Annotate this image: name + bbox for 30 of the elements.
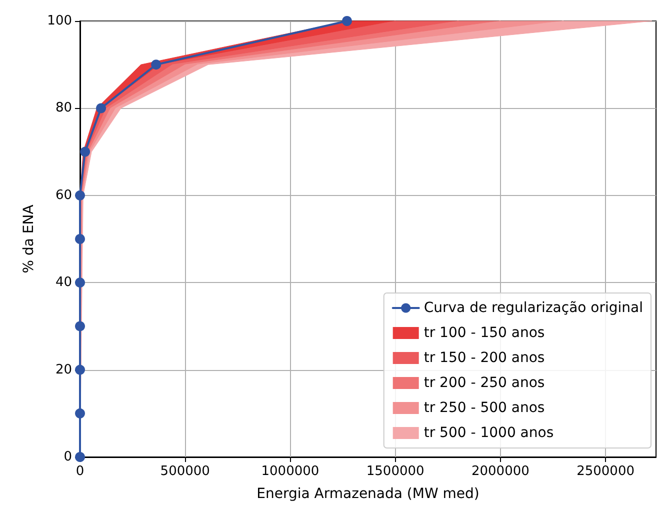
legend-label: tr 500 - 1000 anos: [424, 425, 554, 441]
x-tick-label: 1000000: [261, 464, 320, 479]
y-tick-label: 100: [47, 14, 72, 28]
point: [75, 190, 85, 200]
legend-label: tr 150 - 200 anos: [424, 350, 545, 366]
y-tick-label: 60: [55, 188, 72, 203]
legend-label: Curva de regularização original: [424, 300, 644, 316]
x-axis-title: Energia Armazenada (MW med): [256, 486, 480, 502]
point: [75, 408, 85, 418]
x-tick-label: 2000000: [471, 464, 530, 479]
x-tick-label: 2500000: [576, 464, 634, 479]
legend-label: tr 250 - 500 anos: [424, 400, 545, 416]
y-tick-label: 80: [55, 100, 72, 116]
y-axis-title: % da ENA: [21, 204, 37, 274]
y-tick-label: 0: [64, 450, 72, 464]
x-tick-label: 1500000: [366, 464, 424, 479]
point: [75, 234, 85, 244]
point: [342, 16, 352, 26]
x-tick-label: 500000: [160, 464, 210, 479]
point: [96, 103, 106, 114]
y-tick-label: 40: [55, 275, 72, 290]
y-tick-label: 20: [55, 362, 72, 378]
point: [75, 364, 85, 375]
point: [75, 321, 85, 332]
legend-label: tr 200 - 250 anos: [424, 375, 545, 391]
legend-label: tr 100 - 150 anos: [424, 325, 545, 341]
x-tick-label: 0: [76, 464, 84, 479]
point: [151, 60, 162, 70]
point: [75, 278, 85, 288]
point: [80, 146, 90, 157]
